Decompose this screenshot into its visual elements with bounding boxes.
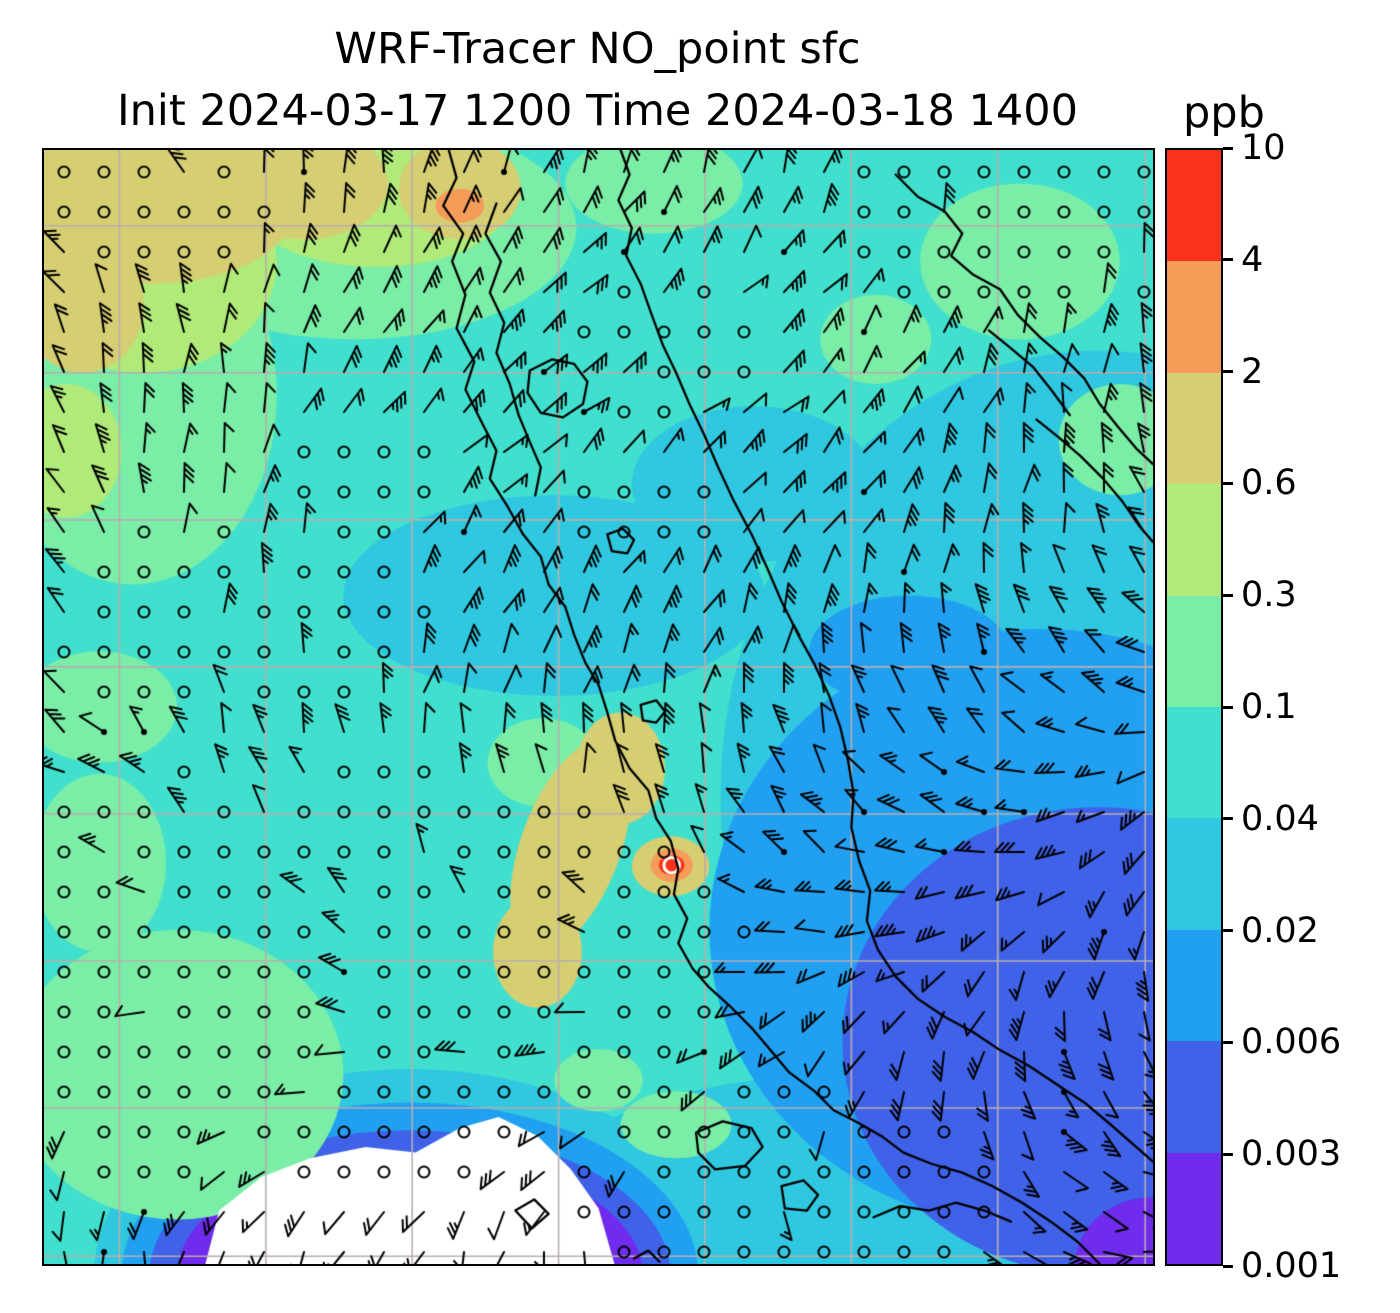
colorbar-segment (1167, 484, 1221, 596)
colorbar-tick-mark (1223, 1152, 1233, 1156)
colorbar-tick-label: 0.6 (1223, 463, 1297, 503)
map-plot (42, 148, 1155, 1266)
colorbar-segment (1167, 372, 1221, 485)
colorbar-tick-label: 4 (1223, 240, 1263, 280)
colorbar-segment (1167, 1152, 1221, 1265)
colorbar-tick-label: 10 (1223, 128, 1286, 168)
colorbar-tick-mark (1223, 370, 1233, 374)
colorbar-tick-label: 0.1 (1223, 687, 1297, 727)
colorbar-segment (1167, 818, 1221, 930)
colorbar-segment (1167, 929, 1221, 1042)
colorbar-segment (1167, 150, 1221, 262)
colorbar-tick-mark (1223, 929, 1233, 933)
colorbar-segment (1167, 707, 1221, 819)
colorbar-tick-mark (1223, 1264, 1233, 1268)
colorbar-segment (1167, 595, 1221, 708)
colorbar-tick-mark (1223, 817, 1233, 821)
colorbar-tick-label: 0.02 (1223, 911, 1319, 951)
colorbar-tick-label: 2 (1223, 352, 1263, 392)
colorbar-segment (1167, 1041, 1221, 1153)
colorbar-tick-label: 0.04 (1223, 799, 1319, 839)
colorbar-tick-label: 0.006 (1223, 1022, 1341, 1062)
colorbar-ticks: 10 4 2 0.6 0.3 0.1 0.04 0.02 0.006 0.003 0.001 (1223, 128, 1393, 1286)
colorbar-tick-label: 0.003 (1223, 1134, 1341, 1174)
chart-title: WRF-Tracer NO_point sfc (334, 24, 861, 74)
colorbar (1165, 148, 1223, 1266)
map-canvas (44, 150, 1153, 1264)
colorbar-tick-mark (1223, 705, 1233, 709)
colorbar-tick-mark (1223, 481, 1233, 485)
chart-subtitle: Init 2024-03-17 1200 Time 2024-03-18 140… (117, 86, 1078, 136)
colorbar-tick-label: 0.001 (1223, 1246, 1341, 1286)
colorbar-tick-mark (1223, 146, 1233, 150)
colorbar-tick-mark (1223, 593, 1233, 597)
colorbar-tick-mark (1223, 1040, 1233, 1044)
colorbar-tick-mark (1223, 258, 1233, 262)
colorbar-tick-label: 0.3 (1223, 575, 1297, 615)
colorbar-segment (1167, 261, 1221, 373)
colorbar-units-label: ppb (1183, 88, 1265, 138)
